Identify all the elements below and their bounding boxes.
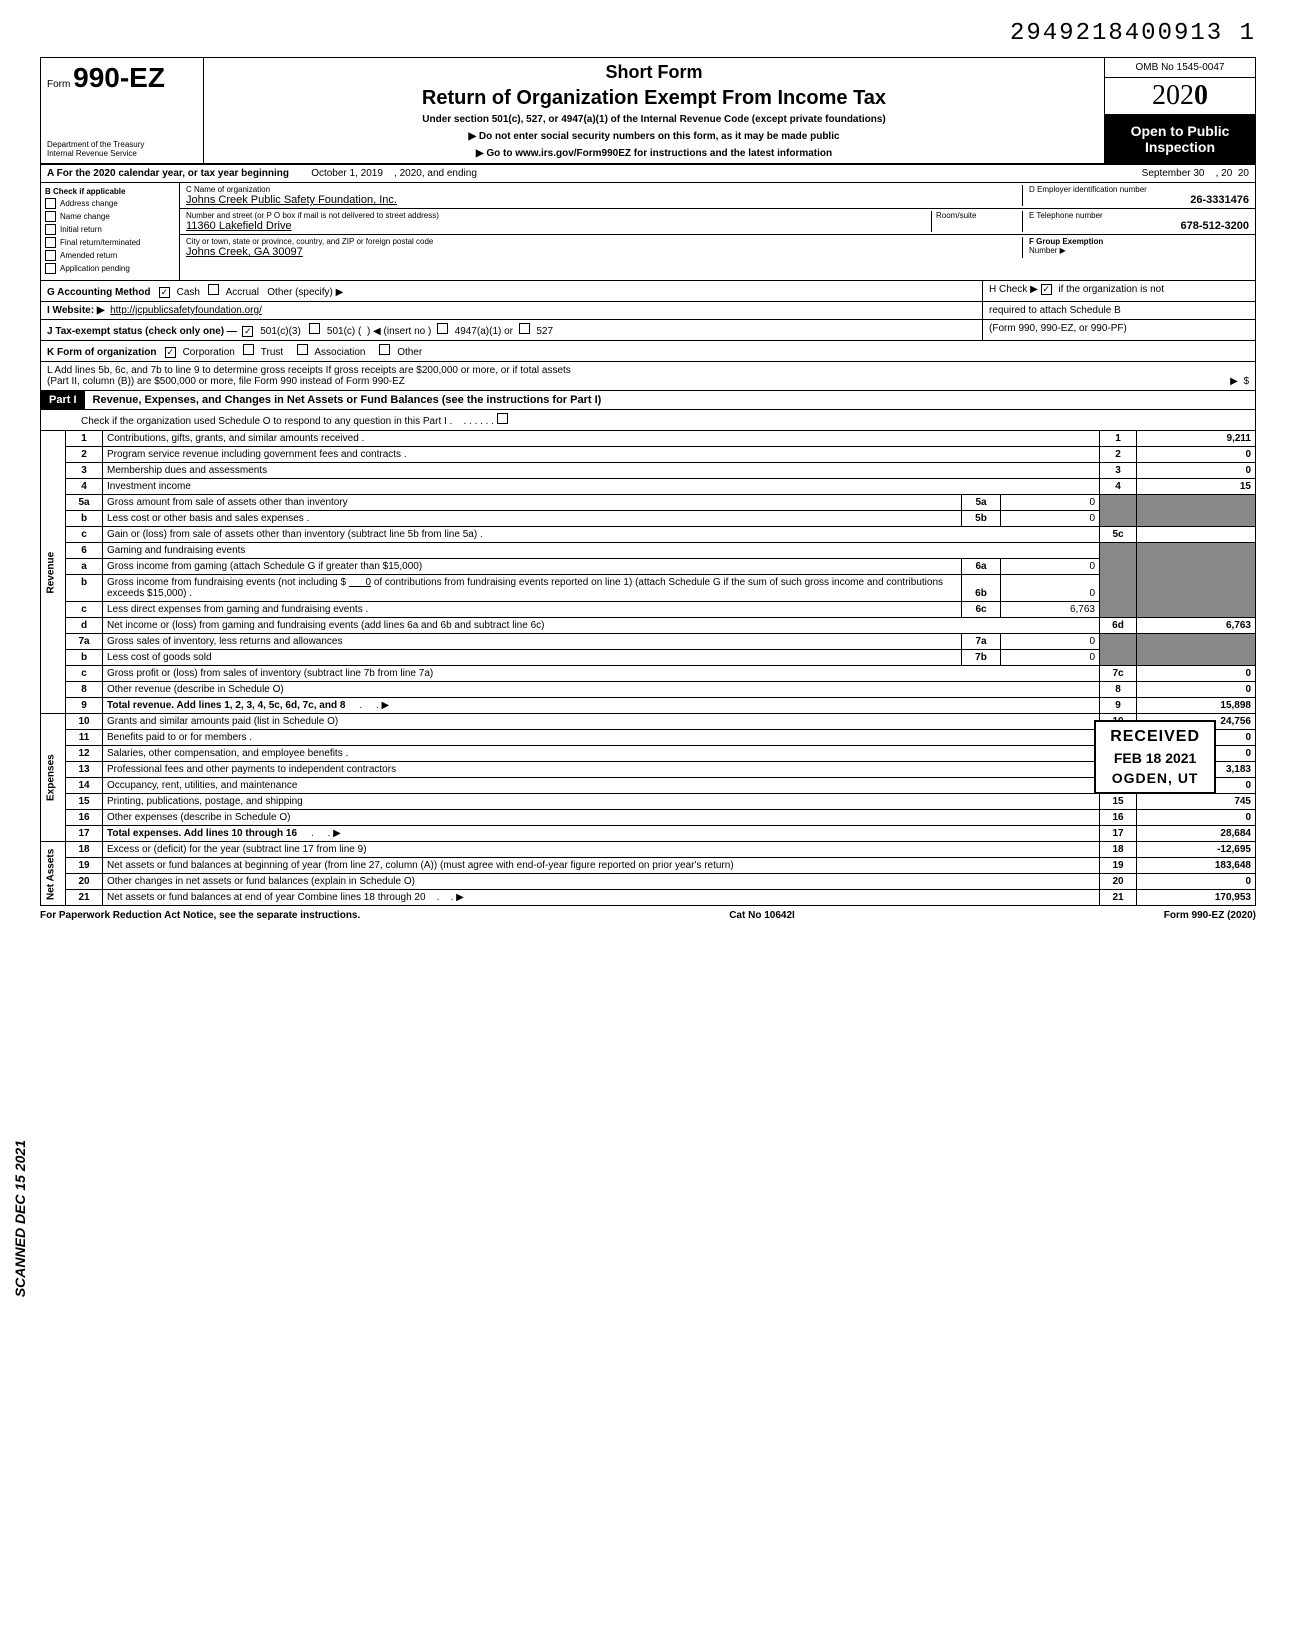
goto-link: ▶ Go to www.irs.gov/Form990EZ for instru…	[212, 148, 1096, 159]
footer: For Paperwork Reduction Act Notice, see …	[40, 906, 1256, 925]
col-b-checkboxes: B Check if applicable Address change Nam…	[41, 183, 180, 280]
group-label: F Group Exemption	[1029, 237, 1103, 246]
ein-value: 26-3331476	[1029, 194, 1249, 206]
h-text3: required to attach Schedule B	[982, 302, 1255, 319]
omb-number: OMB No 1545-0047	[1105, 58, 1255, 78]
open-public-badge: Open to Public Inspection	[1105, 115, 1255, 163]
received-stamp: RECEIVED FEB 18 2021 OGDEN, UT	[1094, 720, 1216, 794]
checkbox-trust[interactable]	[243, 344, 254, 355]
row-k: K Form of organization ✓ Corporation Tru…	[40, 341, 1256, 362]
part1-label: Part I	[41, 391, 85, 409]
footer-left: For Paperwork Reduction Act Notice, see …	[40, 910, 360, 921]
city-label: City or town, state or province, country…	[186, 237, 1016, 246]
footer-mid: Cat No 10642I	[729, 910, 795, 921]
document-number: 2949218400913 1	[40, 20, 1256, 47]
org-name: Johns Creek Public Safety Foundation, In…	[186, 194, 1016, 206]
part1-title: Revenue, Expenses, and Changes in Net As…	[85, 391, 1255, 409]
row-g-h: G Accounting Method ✓ Cash Accrual Other…	[40, 281, 1256, 302]
checkbox-other-org[interactable]	[379, 344, 390, 355]
row-l: L Add lines 5b, 6c, and 7b to line 9 to …	[40, 362, 1256, 391]
row-j: J Tax-exempt status (check only one) — ✓…	[40, 320, 1256, 341]
checkbox-name[interactable]	[45, 211, 56, 222]
checkbox-final[interactable]	[45, 237, 56, 248]
ssn-warning: ▶ Do not enter social security numbers o…	[212, 131, 1096, 142]
city-value: Johns Creek, GA 30097	[186, 246, 1016, 258]
checkbox-cash[interactable]: ✓	[159, 287, 170, 298]
addr-value: 11360 Lakefield Drive	[186, 220, 931, 232]
checkbox-amended[interactable]	[45, 250, 56, 261]
checkbox-address[interactable]	[45, 198, 56, 209]
info-block: B Check if applicable Address change Nam…	[40, 183, 1256, 281]
checkbox-schedule-o[interactable]	[497, 413, 508, 424]
return-title: Return of Organization Exempt From Incom…	[212, 87, 1096, 110]
under-section: Under section 501(c), 527, or 4947(a)(1)…	[212, 114, 1096, 125]
row-a-tax-year: A For the 2020 calendar year, or tax yea…	[40, 165, 1256, 183]
checkbox-527[interactable]	[519, 323, 530, 334]
group-label2: Number ▶	[1029, 246, 1249, 255]
footer-right: Form 990-EZ (2020)	[1164, 910, 1256, 921]
revenue-side-label: Revenue	[41, 431, 66, 714]
addr-label: Number and street (or P O box if mail is…	[186, 211, 931, 220]
ein-label: D Employer identification number	[1029, 185, 1249, 194]
checkbox-501c[interactable]	[309, 323, 320, 334]
checkbox-initial[interactable]	[45, 224, 56, 235]
checkbox-4947[interactable]	[437, 323, 448, 334]
dept-label: Department of the Treasury Internal Reve…	[47, 141, 197, 159]
col-cde: C Name of organization Johns Creek Publi…	[180, 183, 1255, 280]
header-center: Short Form Return of Organization Exempt…	[204, 58, 1105, 163]
scanned-stamp: SCANNED DEC 15 2021	[12, 1140, 28, 1297]
tel-value: 678-512-3200	[1029, 220, 1249, 232]
expenses-side-label: Expenses	[41, 714, 66, 842]
h-text4: (Form 990, 990-EZ, or 990-PF)	[982, 320, 1255, 340]
checkbox-pending[interactable]	[45, 263, 56, 274]
part1-check: Check if the organization used Schedule …	[40, 410, 1256, 431]
header-right: OMB No 1545-0047 2020 Open to Public Ins…	[1105, 58, 1255, 163]
form-header: Form 990-EZ Department of the Treasury I…	[40, 57, 1256, 165]
row-i: I Website: ▶ http://jcpublicsafetyfounda…	[40, 302, 1256, 320]
org-name-label: C Name of organization	[186, 185, 1016, 194]
checkbox-corp[interactable]: ✓	[165, 347, 176, 358]
revenue-table: Revenue 1Contributions, gifts, grants, a…	[40, 431, 1256, 906]
website-value: http://jcpublicsafetyfoundation.org/	[110, 305, 262, 316]
net-assets-side-label: Net Assets	[41, 842, 66, 906]
tel-label: E Telephone number	[1029, 211, 1249, 220]
checkbox-h[interactable]: ✓	[1041, 284, 1052, 295]
checkbox-assoc[interactable]	[297, 344, 308, 355]
form-label: Form 990-EZ	[47, 62, 197, 94]
header-left: Form 990-EZ Department of the Treasury I…	[41, 58, 204, 163]
short-form-title: Short Form	[212, 62, 1096, 83]
part1-header-row: Part I Revenue, Expenses, and Changes in…	[40, 391, 1256, 410]
checkbox-accrual[interactable]	[208, 284, 219, 295]
room-label: Room/suite	[936, 211, 1016, 220]
checkbox-501c3[interactable]: ✓	[242, 326, 253, 337]
tax-year: 2020	[1105, 78, 1255, 115]
